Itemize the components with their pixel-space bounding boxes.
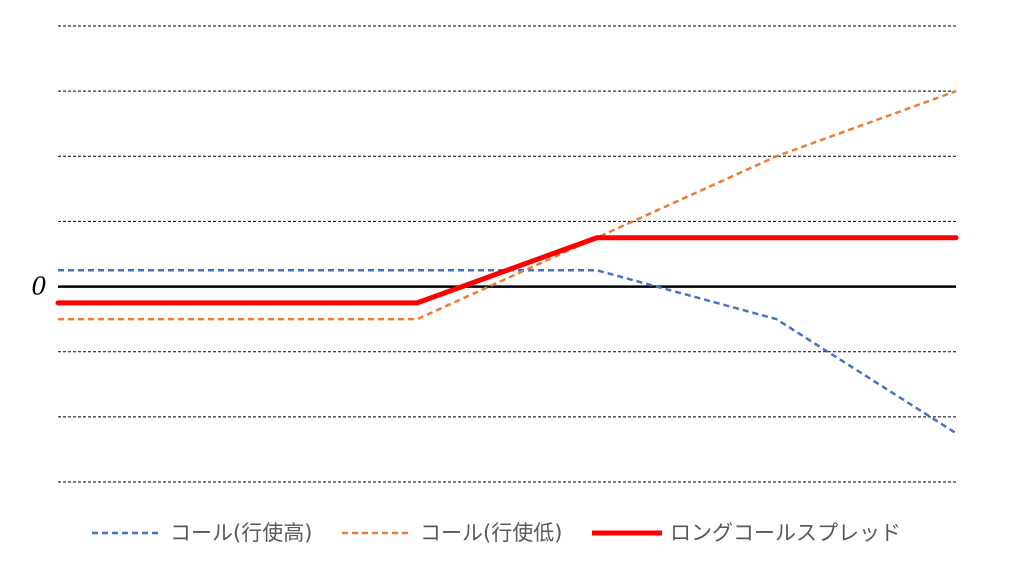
zero-axis: 0 xyxy=(31,273,956,301)
series-line-2 xyxy=(58,89,957,321)
zero-tick-label: 0 xyxy=(31,273,46,301)
series-line-1 xyxy=(58,269,957,435)
legend-label-2: コール(行使低) xyxy=(420,521,562,545)
legend-label-1: コール(行使高) xyxy=(170,521,312,545)
legend-label-3: ロングコールスプレッド xyxy=(670,521,901,545)
gridlines xyxy=(58,25,956,483)
series-line-3 xyxy=(55,235,959,306)
series-layer xyxy=(55,89,959,435)
legend: コール(行使高) コール(行使低) ロングコールスプレッド xyxy=(92,521,901,545)
